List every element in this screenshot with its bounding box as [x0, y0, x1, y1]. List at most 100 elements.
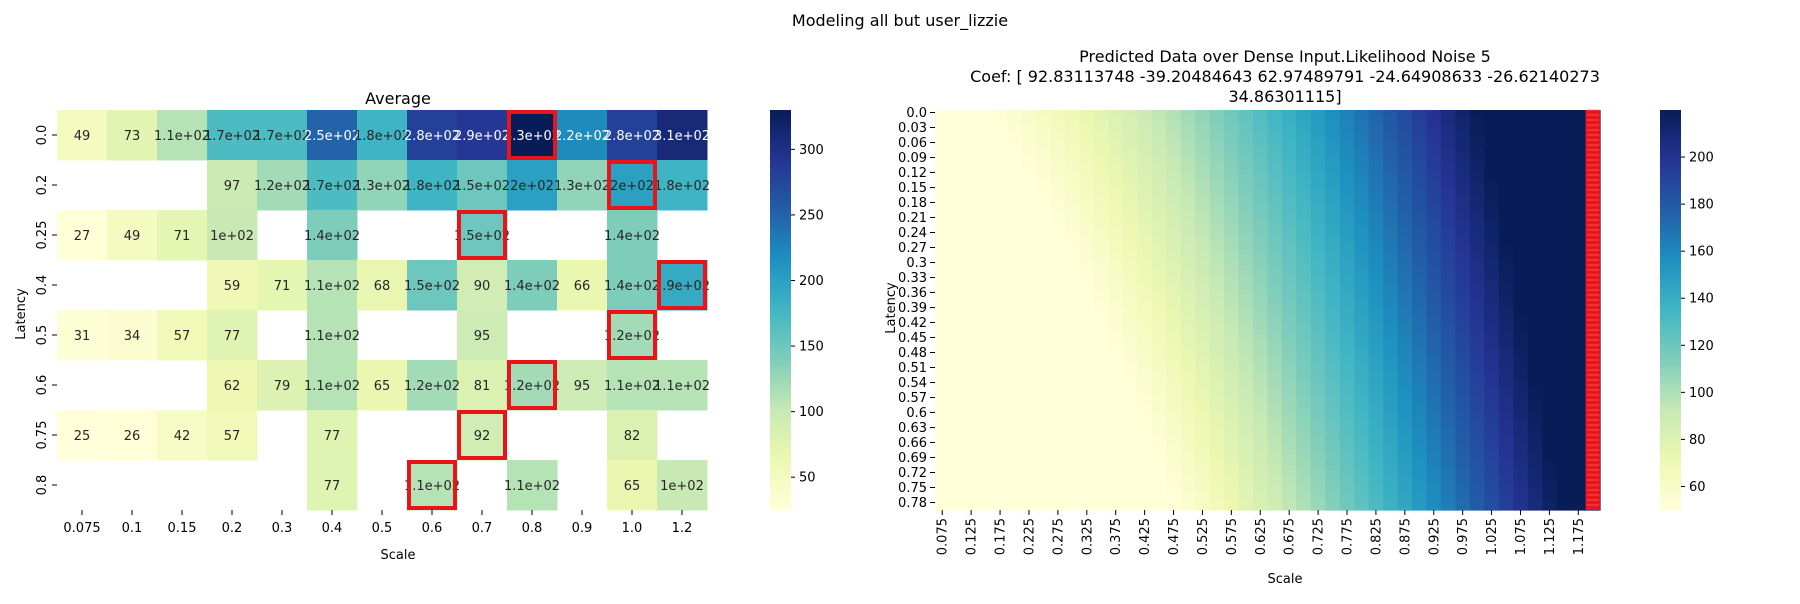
heatmap-cell	[1209, 255, 1225, 261]
heatmap-cell	[1440, 390, 1457, 396]
heatmap-cell	[1368, 475, 1384, 481]
heatmap-cell	[963, 425, 979, 431]
heatmap-cell	[1469, 450, 1485, 456]
heatmap-cell	[1455, 355, 1471, 361]
heatmap-cell	[1412, 320, 1428, 326]
heatmap-cell	[1498, 180, 1514, 186]
heatmap-cell	[1021, 480, 1037, 486]
predicted-colorbar-segment	[1660, 353, 1681, 358]
heatmap-cell	[1151, 250, 1167, 256]
heatmap-cell	[1469, 260, 1485, 266]
heatmap-cell	[1556, 255, 1572, 261]
heatmap-cell	[1455, 190, 1471, 196]
heatmap-cell	[1397, 460, 1413, 466]
heatmap-cell	[1542, 340, 1558, 346]
heatmap-cell	[1065, 240, 1081, 246]
heatmap-cell	[1325, 445, 1341, 451]
heatmap-cell	[992, 505, 1008, 511]
heatmap-cell	[1036, 195, 1052, 201]
heatmap-cell	[1339, 300, 1355, 306]
heatmap-cell	[1036, 200, 1052, 206]
heatmap-cell	[1050, 270, 1066, 276]
y-tick-label: 0.42	[898, 316, 927, 331]
heatmap-cell	[1166, 485, 1182, 491]
heatmap-column	[1050, 110, 1066, 511]
heatmap-cell	[1209, 165, 1225, 171]
heatmap-cell	[1209, 225, 1225, 231]
heatmap-cell	[1498, 120, 1514, 126]
heatmap-cell	[935, 165, 951, 171]
average-colorbar-segment	[770, 286, 791, 291]
heatmap-cell	[1354, 215, 1370, 221]
heatmap-cell	[1050, 215, 1066, 221]
heatmap-cell	[1094, 160, 1110, 166]
heatmap-cell	[1238, 295, 1254, 301]
predicted-colorbar-segment	[1660, 470, 1681, 474]
heatmap-cell	[1469, 185, 1485, 191]
predicted-colorbar-segment	[1660, 173, 1681, 178]
heatmap-cell	[1440, 260, 1457, 266]
average-chart-title: Average	[365, 89, 431, 108]
heatmap-cell	[1180, 375, 1196, 381]
heatmap-cell	[1166, 265, 1182, 271]
heatmap-cell	[1527, 490, 1543, 496]
heatmap-cell	[1122, 135, 1138, 141]
heatmap-cell	[1195, 120, 1211, 126]
heatmap-cell	[978, 445, 994, 451]
heatmap-cell	[1079, 375, 1095, 381]
heatmap-cell	[1007, 215, 1023, 221]
heatmap-cell	[963, 325, 979, 331]
heatmap-cell	[1180, 160, 1196, 166]
heatmap-cell	[1137, 345, 1153, 351]
heatmap-cell	[1368, 300, 1384, 306]
x-tick-label: 0.375	[1109, 518, 1124, 555]
heatmap-cell	[1267, 325, 1283, 331]
heatmap-cell	[1079, 130, 1095, 136]
heatmap-cell	[1108, 265, 1124, 271]
heatmap-cell	[1224, 465, 1240, 471]
heatmap-cell	[1571, 505, 1587, 511]
heatmap-cell	[1079, 325, 1095, 331]
heatmap-cell	[1542, 155, 1558, 161]
predicted-colorbar-segment	[1660, 403, 1681, 408]
x-tick-label: 0.3	[272, 521, 293, 536]
heatmap-cell	[1339, 440, 1355, 446]
heatmap-cell	[1238, 185, 1254, 191]
heatmap-cell	[935, 200, 951, 206]
heatmap-cell	[978, 380, 994, 386]
heatmap-cell	[1209, 430, 1225, 436]
heatmap-cell	[1455, 175, 1471, 181]
predicted-colorbar-segment	[1660, 483, 1681, 488]
heatmap-cell	[1253, 390, 1269, 396]
heatmap-cell	[1556, 185, 1572, 191]
predicted-x-ticks: 0.075 0.125 0.175 0.225 0.275 0.325 0.375 0.425…	[936, 510, 1587, 555]
heatmap-cell	[1108, 470, 1124, 476]
heatmap-cell	[1556, 360, 1572, 366]
cell-label: 95	[474, 329, 491, 344]
heatmap-cell	[978, 410, 994, 416]
heatmap-cell	[1122, 205, 1138, 211]
heatmap-cell	[1455, 360, 1471, 366]
heatmap-cell	[1281, 415, 1298, 421]
heatmap-cell	[1484, 265, 1500, 271]
y-tick-label: 0.39	[898, 301, 927, 316]
heatmap-cell	[1513, 230, 1529, 236]
heatmap-cell	[1325, 395, 1341, 401]
heatmap-cell	[1267, 185, 1283, 191]
heatmap-cell	[1238, 390, 1254, 396]
heatmap-cell	[1527, 245, 1543, 251]
heatmap-cell	[935, 465, 951, 471]
heatmap-cell	[1079, 165, 1095, 171]
heatmap-cell	[1122, 240, 1138, 246]
heatmap-column	[1166, 110, 1182, 511]
heatmap-cell	[1542, 450, 1558, 456]
heatmap-cell	[935, 325, 951, 331]
heatmap-cell	[963, 500, 979, 506]
heatmap-cell	[1383, 225, 1399, 231]
heatmap-cell	[1007, 405, 1023, 411]
heatmap-cell	[1180, 125, 1196, 131]
heatmap-cell	[1556, 135, 1572, 141]
heatmap-cell	[1166, 420, 1182, 426]
heatmap-cell	[607, 310, 658, 361]
heatmap-cell	[1440, 375, 1457, 381]
